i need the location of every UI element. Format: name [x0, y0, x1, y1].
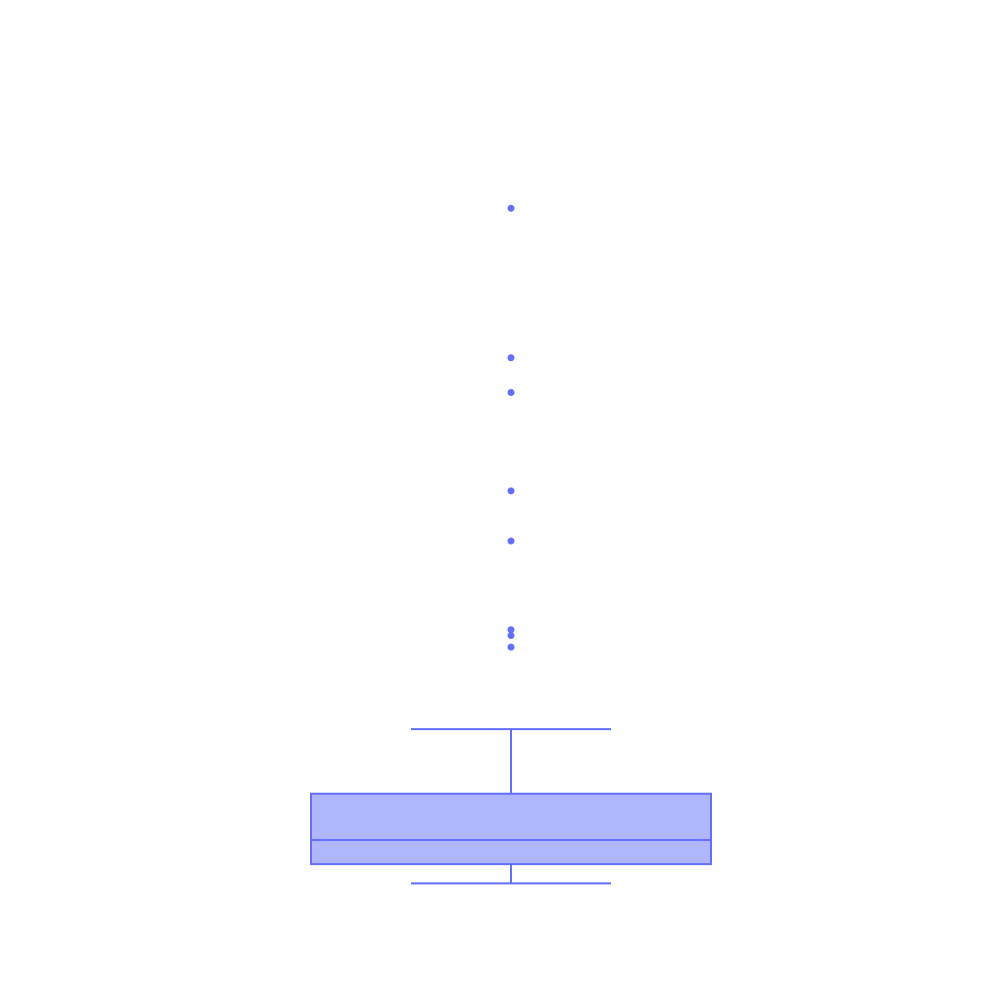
outlier-point — [507, 537, 515, 545]
outlier-point — [507, 354, 515, 362]
outlier-point — [507, 204, 515, 212]
iqr-box — [310, 792, 712, 866]
outlier-point — [507, 632, 515, 640]
outlier-point — [507, 643, 515, 651]
outlier-point — [507, 626, 515, 634]
outlier-point — [507, 389, 515, 397]
box-series — [310, 204, 712, 885]
outlier-point — [507, 487, 515, 495]
